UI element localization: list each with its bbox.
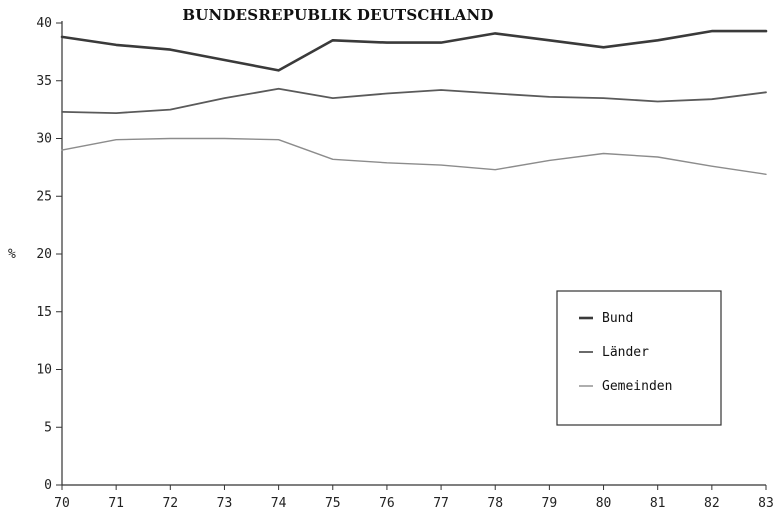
x-tick-label: 78 <box>487 496 503 509</box>
x-tick-label: 71 <box>108 496 124 509</box>
series-line-länder <box>61 87 767 114</box>
legend-label: Bund <box>602 311 633 326</box>
x-tick-label: 76 <box>379 496 395 509</box>
legend: Bund Länder Gemeinden <box>556 290 722 426</box>
y-tick-label: 20 <box>36 247 52 262</box>
y-axis-label: % <box>8 247 16 262</box>
x-tick-label: 72 <box>162 496 178 509</box>
x-axis: 70 71 72 73 74 75 76 77 78 79 80 81 82 83 <box>54 484 774 509</box>
x-tick-label: 82 <box>704 496 720 509</box>
x-tick-label: 80 <box>596 496 612 509</box>
y-tick-label: 25 <box>36 189 52 204</box>
x-tick-label: 83 <box>758 496 774 509</box>
x-tick-label: 74 <box>271 496 287 509</box>
y-tick-label: 0 <box>44 478 52 493</box>
x-tick-label: 73 <box>217 496 233 509</box>
y-tick-label: 35 <box>36 74 52 89</box>
legend-label: Gemeinden <box>602 379 672 394</box>
x-tick-label: 70 <box>54 496 70 509</box>
x-tick-label: 79 <box>542 496 558 509</box>
y-tick-label: 15 <box>36 305 52 320</box>
y-axis: 0 5 10 15 20 25 30 35 40% <box>8 16 63 493</box>
series-line-bund <box>60 29 768 72</box>
x-tick-label: 81 <box>650 496 666 509</box>
y-tick-label: 40 <box>36 16 52 31</box>
x-tick-label: 77 <box>433 496 449 509</box>
x-tick-label: 75 <box>325 496 341 509</box>
y-tick-label: 30 <box>36 132 52 147</box>
series-line-gemeinden <box>61 137 767 176</box>
y-tick-label: 5 <box>44 420 52 435</box>
legend-label: Länder <box>602 345 649 360</box>
series-layer <box>60 29 768 176</box>
chart-title: BUNDESREPUBLIK DEUTSCHLAND <box>182 6 493 24</box>
y-tick-label: 10 <box>36 363 52 378</box>
legend-box <box>556 290 722 426</box>
